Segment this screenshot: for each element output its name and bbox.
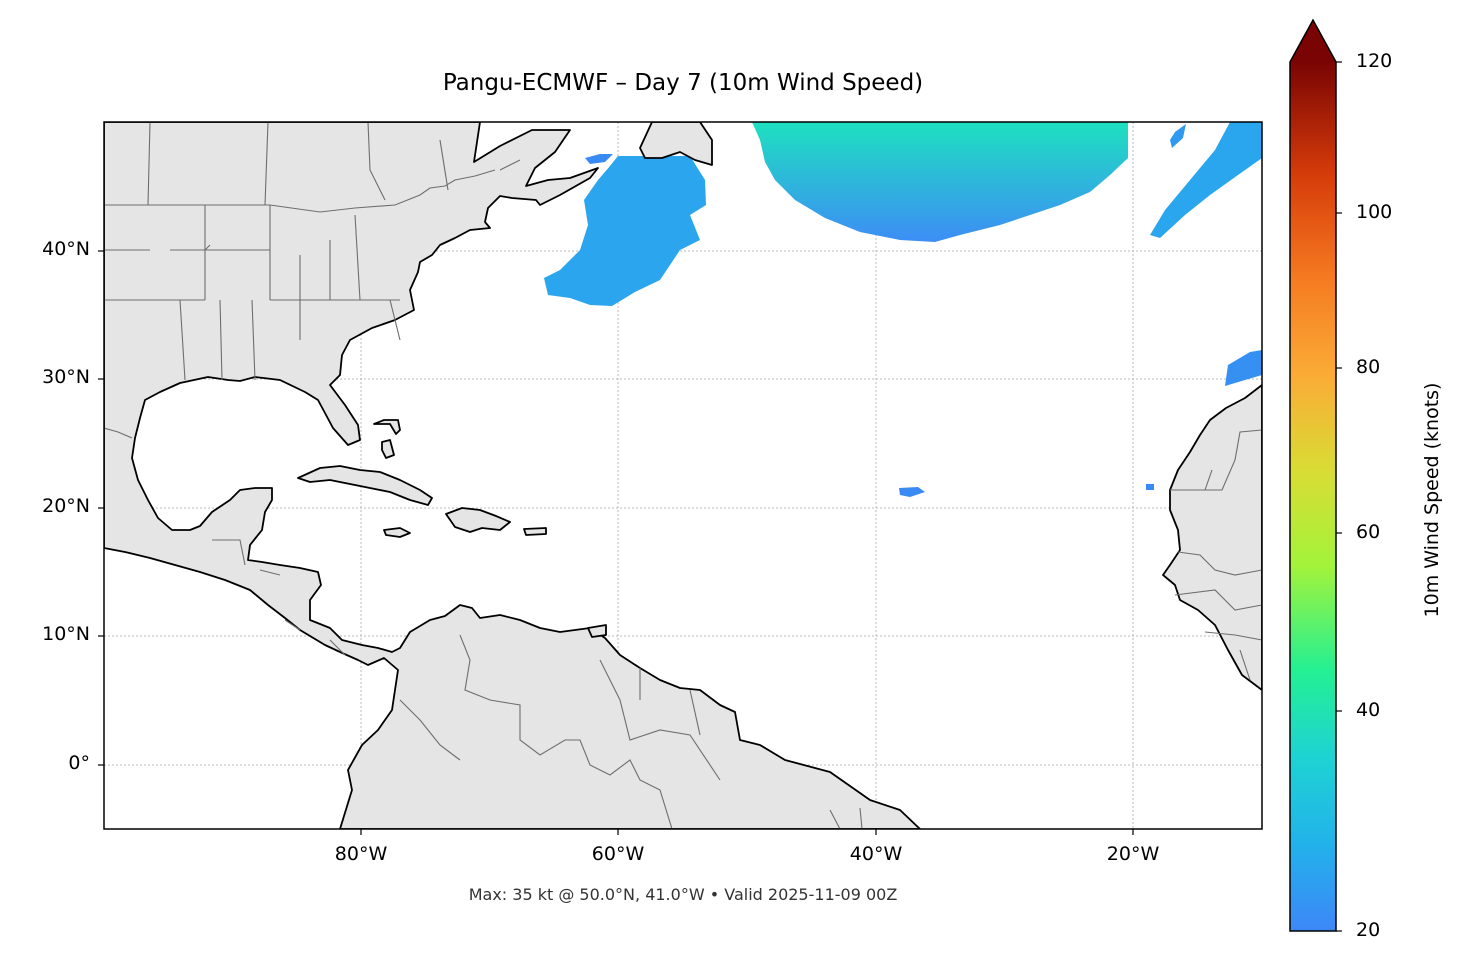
north-america-land bbox=[104, 122, 921, 829]
colorbar-label: 10m Wind Speed (knots) bbox=[1421, 382, 1443, 618]
colorbar-tick-120: 120 bbox=[1356, 50, 1393, 72]
footer-note: Max: 35 kt @ 50.0°N, 41.0°W • Valid 2025… bbox=[468, 885, 898, 904]
political-borders bbox=[104, 122, 1262, 829]
colorbar-extend-arrow bbox=[1290, 20, 1336, 62]
colorbar-outline bbox=[1289, 18, 1337, 932]
lat-label-20n: 20°N bbox=[42, 495, 90, 517]
africa-land bbox=[1162, 384, 1262, 691]
bahamas-land bbox=[373, 419, 401, 435]
puerto-rico-land bbox=[523, 527, 547, 536]
cuba-land bbox=[297, 465, 433, 506]
us-canada-border bbox=[104, 169, 496, 213]
colorbar-tick-100: 100 bbox=[1356, 201, 1393, 223]
axis-ticks bbox=[98, 250, 1134, 835]
wind-field-central bbox=[899, 487, 925, 497]
lon-label-20w: 20°W bbox=[1106, 843, 1160, 865]
wind-field-nova-scotia bbox=[544, 156, 706, 306]
land-masses bbox=[104, 122, 1262, 829]
us-mexico-border bbox=[104, 427, 133, 439]
colorbar-tick-20: 20 bbox=[1356, 919, 1381, 941]
wind-field-north-atlantic bbox=[752, 122, 1128, 242]
bahamas-land-2 bbox=[381, 439, 395, 459]
lat-label-30n: 30°N bbox=[42, 366, 90, 388]
wind-field-dot-1 bbox=[1146, 484, 1154, 490]
newfoundland-land bbox=[639, 122, 713, 166]
lon-label-80w: 80°W bbox=[334, 843, 388, 865]
wind-field-northeast bbox=[1150, 122, 1262, 238]
lat-label-40n: 40°N bbox=[42, 238, 90, 260]
lat-label-equator: 0° bbox=[68, 752, 90, 774]
us-state-borders bbox=[104, 122, 401, 381]
central-america-borders bbox=[212, 539, 346, 656]
lon-label-60w: 60°W bbox=[591, 843, 645, 865]
wind-field-madeira bbox=[1225, 350, 1262, 386]
colorbar-tick-60: 60 bbox=[1356, 521, 1381, 543]
canada-province-borders bbox=[264, 122, 521, 206]
wind-field-small-ne bbox=[1170, 124, 1186, 148]
lat-label-10n: 10°N bbox=[42, 623, 90, 645]
colorbar-ticks bbox=[1336, 61, 1342, 932]
colorbar-tick-80: 80 bbox=[1356, 356, 1381, 378]
map-title: Pangu-ECMWF – Day 7 (10m Wind Speed) bbox=[442, 70, 924, 96]
jamaica-land bbox=[383, 527, 411, 538]
map-border bbox=[103, 121, 1263, 830]
hispaniola-land bbox=[445, 507, 511, 533]
colorbar bbox=[1289, 18, 1342, 932]
colorbar-gradient bbox=[1290, 62, 1336, 931]
africa-borders bbox=[1170, 429, 1262, 681]
south-america-borders bbox=[399, 634, 863, 829]
trinidad-land bbox=[587, 624, 607, 638]
colorbar-tick-40: 40 bbox=[1356, 699, 1381, 721]
lon-label-40w: 40°W bbox=[849, 843, 903, 865]
map-area bbox=[104, 122, 1262, 829]
wind-field-st-lawrence bbox=[585, 154, 613, 164]
